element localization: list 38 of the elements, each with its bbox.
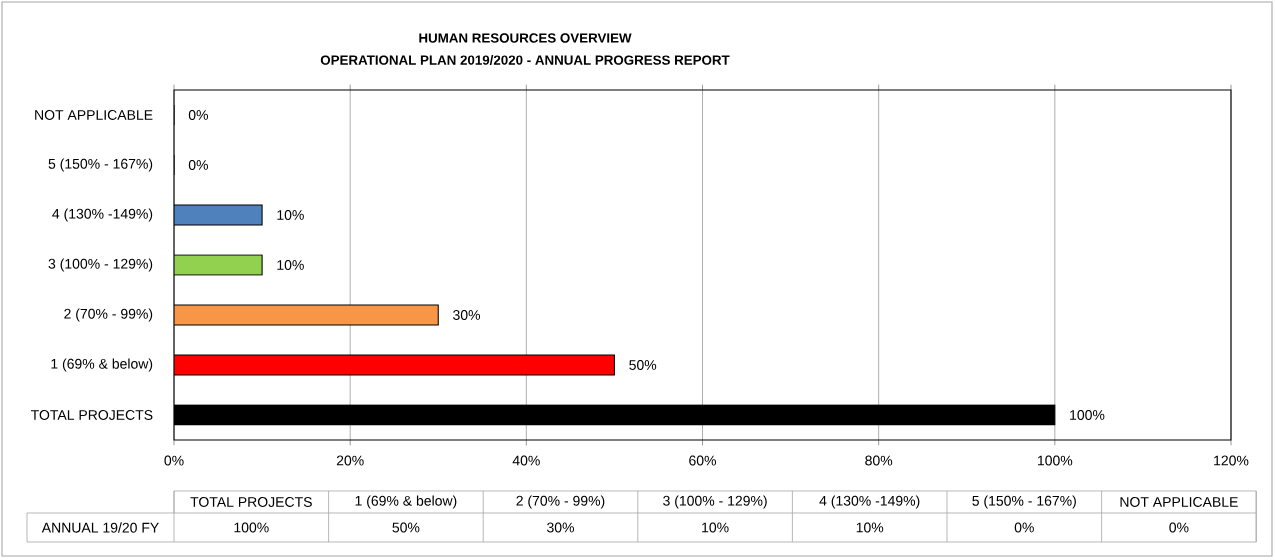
x-tick-label: 60% <box>689 455 716 466</box>
data-label: 0% <box>188 160 208 170</box>
y-tick-label: 1 (69% & below) <box>51 358 153 372</box>
category-label: 5 (150% - 167%) <box>972 495 1076 509</box>
data-label: 0% <box>188 110 208 120</box>
data-label: 10% <box>277 260 304 270</box>
x-tick-label: 0% <box>164 455 184 466</box>
y-tick-label: 5 (150% - 167%) <box>48 158 153 172</box>
text: 100% <box>234 522 269 533</box>
chart-title: HUMAN RESOURCES OVERVIEW <box>419 33 632 43</box>
text: 0% <box>1014 522 1034 533</box>
category-label: 2 (70% - 99%) <box>516 495 605 509</box>
data-label: 100% <box>1070 410 1105 420</box>
x-tick-label: 120% <box>1214 455 1249 466</box>
data-label: 50% <box>629 360 657 370</box>
text: 0% <box>1169 522 1189 533</box>
y-tick-label: 4 (130% -149%) <box>52 208 153 222</box>
text: 10% <box>702 522 729 533</box>
text: 10% <box>856 522 884 533</box>
category-label: 1 (69% & below) <box>355 495 457 509</box>
text: ANNUAL 19/20 FY <box>41 522 159 533</box>
category-label: 4 (130% -149%) <box>819 495 920 509</box>
data-label: 10% <box>277 210 304 220</box>
x-tick-label: 40% <box>512 455 540 466</box>
text: 30% <box>547 522 574 533</box>
y-tick-label: 3 (100% - 129%) <box>48 258 153 272</box>
category-label: 3 (100% - 129%) <box>663 495 767 509</box>
x-tick-label: 80% <box>865 455 893 466</box>
y-tick-label: NOT APPLICABLE <box>35 110 153 120</box>
text: 50% <box>392 522 420 533</box>
chart-subtitle: OPERATIONAL PLAN 2019/2020 - ANNUAL PROGRESS REPORT <box>320 55 730 65</box>
y-tick-label: 2 (70% - 99%) <box>64 308 153 322</box>
y-tick-label: TOTAL PROJECTS <box>31 410 153 420</box>
category-label: TOTAL PROJECTS <box>190 497 312 507</box>
data-label: 30% <box>453 310 481 320</box>
x-tick-label: 20% <box>336 455 364 466</box>
x-tick-label: 100% <box>1038 455 1073 466</box>
category-label: NOT APPLICABLE <box>1120 497 1238 507</box>
